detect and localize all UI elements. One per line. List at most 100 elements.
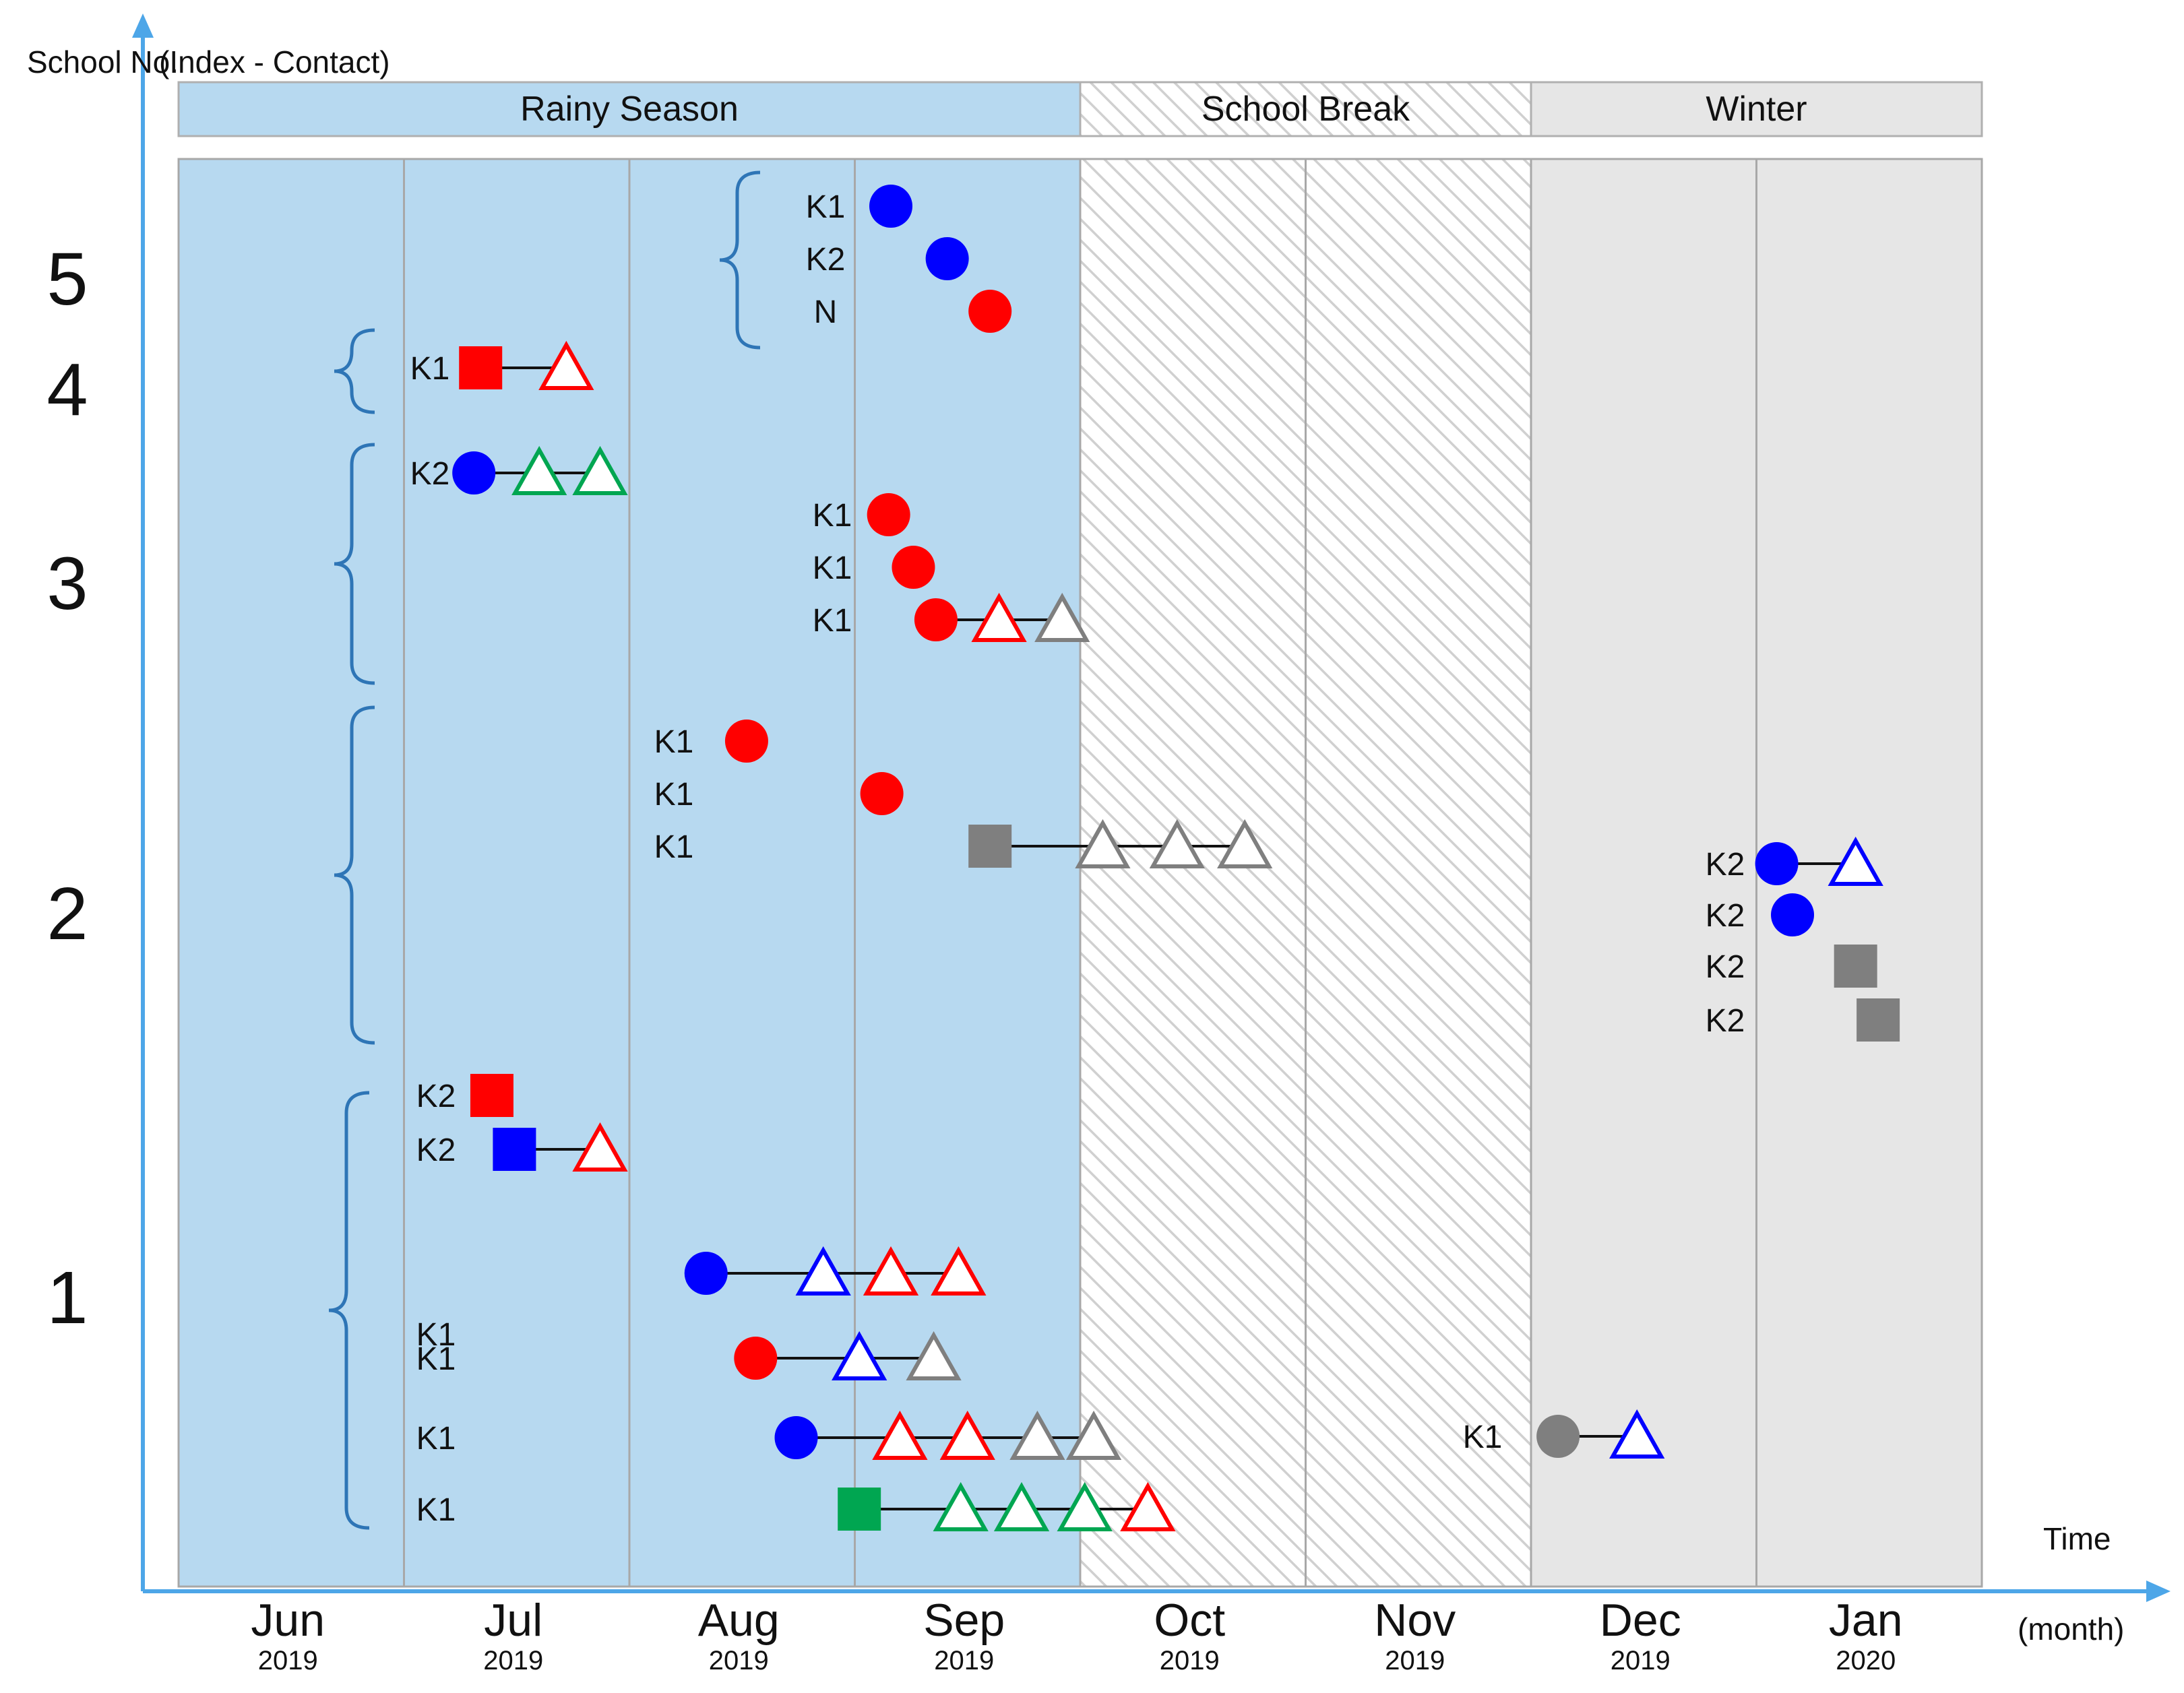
x-axis-unit: (month) <box>2018 1611 2124 1647</box>
event-triangle-marker <box>572 445 628 495</box>
event-triangle-marker <box>1149 819 1205 868</box>
event-triangle-marker <box>511 445 567 495</box>
case-label: K1 <box>813 498 852 534</box>
case-label: K1 <box>654 829 694 865</box>
case-track <box>968 819 1273 868</box>
y-axis-label: School No. <box>27 44 179 79</box>
school-brace <box>334 443 375 685</box>
event-triangle-marker <box>872 1410 928 1460</box>
event-triangle-marker <box>933 1481 989 1531</box>
event-triangle-marker <box>795 1246 851 1296</box>
event-triangle-marker <box>1034 592 1090 642</box>
school-number: 3 <box>46 542 88 625</box>
case-label: N <box>814 294 838 330</box>
season-label: School Break <box>1202 90 1410 129</box>
school-brace <box>334 705 375 1045</box>
case-track <box>968 290 1012 333</box>
case-label: K1 <box>416 1317 456 1353</box>
event-circle-marker <box>867 493 910 536</box>
case-track <box>1834 945 1877 988</box>
season-label: Winter <box>1706 90 1807 129</box>
month-tick-label: Sep <box>923 1595 1005 1646</box>
y-axis-sublabel: (Index - Contact) <box>159 44 390 79</box>
month-tick-label: Jun <box>251 1595 325 1646</box>
case-track <box>684 1246 987 1296</box>
case-track <box>452 445 628 495</box>
year-tick-label: 2019 <box>1160 1646 1220 1675</box>
case-track <box>774 1410 1122 1460</box>
event-triangle-marker <box>1075 819 1131 868</box>
case-track <box>867 493 910 536</box>
event-triangle-marker <box>863 1246 919 1296</box>
season-band-winter <box>1530 81 1983 137</box>
event-triangle-marker <box>1065 1410 1122 1460</box>
event-triangle-marker <box>993 1481 1050 1531</box>
month-tick-label: Oct <box>1154 1595 1225 1646</box>
case-label: K1 <box>806 189 846 225</box>
event-circle-marker <box>968 290 1012 333</box>
season-band-break <box>1079 81 1532 137</box>
event-triangle-marker <box>538 340 594 390</box>
case-track <box>838 1481 1176 1531</box>
case-track <box>1771 893 1815 936</box>
school-number: 5 <box>46 238 88 321</box>
case-label: K1 <box>654 724 694 760</box>
month-tick-label: Aug <box>698 1595 780 1646</box>
case-track <box>724 720 768 763</box>
event-circle-marker <box>684 1252 728 1295</box>
event-triangle-marker <box>1009 1410 1065 1460</box>
school-number: 1 <box>46 1256 88 1339</box>
case-label: K2 <box>416 1132 456 1168</box>
case-track <box>1536 1409 1665 1459</box>
event-square-marker <box>470 1074 513 1117</box>
case-label: K1 <box>416 1492 456 1528</box>
event-square-marker <box>838 1488 881 1531</box>
year-tick-label: 2019 <box>258 1646 318 1675</box>
event-triangle-marker <box>1057 1481 1113 1531</box>
year-tick-label: 2019 <box>483 1646 543 1675</box>
event-square-marker <box>1857 998 1900 1042</box>
event-circle-marker <box>1771 893 1815 936</box>
event-circle-marker <box>774 1416 818 1459</box>
case-label: K1 <box>813 603 852 639</box>
case-label: K1 <box>813 550 852 586</box>
case-track <box>493 1122 628 1172</box>
event-circle-marker <box>1536 1415 1580 1458</box>
year-tick-label: 2019 <box>1611 1646 1671 1675</box>
case-track <box>914 592 1090 642</box>
event-triangle-marker <box>931 1246 987 1296</box>
school-group-2: 2 K1 K1 K1 K2 K2 K2 K2 <box>46 705 1745 1045</box>
event-triangle-marker <box>906 1331 962 1380</box>
case-label: K2 <box>1706 1003 1745 1039</box>
case-label: K1 <box>410 351 450 387</box>
school-brace <box>719 170 761 350</box>
school-group-5: 5 K1 K2 N <box>46 170 846 350</box>
event-triangle-marker <box>1120 1481 1176 1531</box>
event-triangle-marker <box>971 592 1027 642</box>
case-track <box>860 772 904 815</box>
x-axis-arrow-icon <box>2146 1580 2171 1602</box>
school-number: 2 <box>46 872 88 955</box>
case-track <box>869 185 913 228</box>
year-tick-label: 2019 <box>934 1646 994 1675</box>
event-triangle-marker <box>1217 819 1273 868</box>
case-track <box>734 1331 962 1380</box>
case-track <box>1857 998 1900 1042</box>
event-circle-marker <box>724 720 768 763</box>
event-circle-marker <box>869 185 913 228</box>
case-label: K2 <box>1706 847 1745 883</box>
event-circle-marker <box>914 598 958 641</box>
case-track <box>925 237 969 280</box>
case-track <box>1755 836 1883 886</box>
y-axis-arrow-icon <box>132 13 154 38</box>
case-label: K1 <box>654 777 694 812</box>
event-circle-marker <box>925 237 969 280</box>
case-track <box>470 1074 513 1117</box>
event-circle-marker <box>452 451 496 494</box>
month-tick-label: Nov <box>1374 1595 1456 1646</box>
case-label: K2 <box>1706 949 1745 985</box>
case-track <box>459 340 594 390</box>
month-tick-label: Dec <box>1600 1595 1681 1646</box>
